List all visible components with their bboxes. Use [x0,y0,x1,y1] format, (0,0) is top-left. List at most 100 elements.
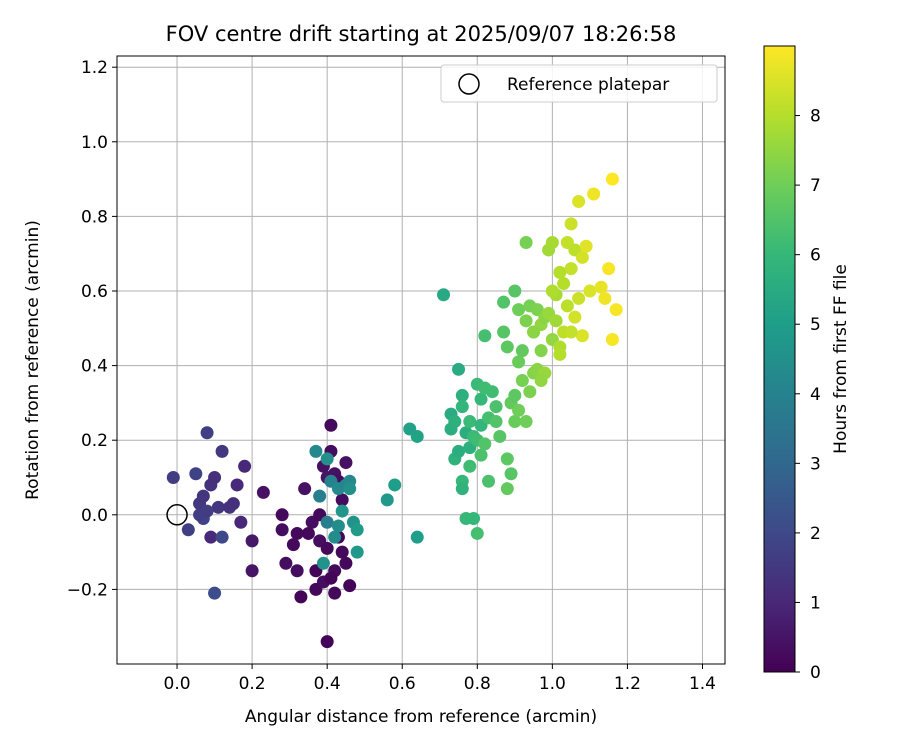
data-point [335,545,349,559]
data-point [527,325,541,339]
data-point [320,452,334,466]
colorbar-tick-label: 8 [810,107,821,127]
data-point [545,236,559,250]
data-point [534,344,548,358]
plot-frame [116,55,726,665]
colorbar-tick-label: 2 [810,524,821,544]
data-point [204,530,218,544]
data-point [189,467,203,481]
data-point [568,310,582,324]
data-point [497,295,511,309]
data-point [452,362,466,376]
data-point [238,459,252,473]
data-point [467,512,481,526]
data-point [553,265,567,279]
data-point [339,456,353,470]
legend-marker-icon [458,73,480,95]
y-tick-label: 1.0 [81,133,108,153]
data-point [587,187,601,201]
data-point [463,415,477,429]
data-point [316,556,330,570]
data-point [515,374,529,388]
y-axis-label: Rotation from reference (arcmin) [23,220,43,500]
data-point [512,403,526,417]
legend-box [440,64,718,103]
x-tick-label: 0.8 [464,674,491,694]
y-tick-label: 1.2 [81,58,108,78]
data-point [455,400,469,414]
data-point [545,284,559,298]
data-point [605,332,619,346]
data-point [166,470,180,484]
data-point [470,526,484,540]
data-point [275,508,289,522]
data-point [564,325,578,339]
data-point [275,523,289,537]
colorbar [763,45,796,673]
data-point [181,523,195,537]
data-point [324,571,338,585]
data-point [519,236,533,250]
data-point [339,556,353,570]
data-point [350,523,364,537]
x-tick-label: 0.4 [314,674,341,694]
data-point [328,586,342,600]
data-point [609,303,623,317]
data-point [489,415,503,429]
data-point [549,314,563,328]
data-point [512,355,526,369]
data-point [579,239,593,253]
data-point [245,534,259,548]
data-point [208,586,222,600]
x-tick-label: 0.0 [164,674,191,694]
data-point [455,482,469,496]
data-point [515,344,529,358]
y-tick-label: 0.6 [81,282,108,302]
y-tick-label: −0.2 [67,580,108,600]
data-point [200,426,214,440]
data-point [331,519,345,533]
data-point [196,489,210,503]
reference-platepar-marker [166,504,188,526]
data-point [234,515,248,529]
data-point [211,500,225,514]
x-tick-label: 0.2 [239,674,266,694]
data-point [512,303,526,317]
x-tick-label: 1.0 [539,674,566,694]
data-point [343,579,357,593]
y-tick-label: 0.2 [81,431,108,451]
data-point [482,474,496,488]
data-point [455,388,469,402]
data-point [200,504,214,518]
data-point [324,418,338,432]
data-point [256,485,270,499]
data-point [564,262,578,276]
data-point [301,526,315,540]
data-point [215,444,229,458]
data-point [463,459,477,473]
data-point [350,545,364,559]
data-point [290,526,304,540]
data-point [605,172,619,186]
data-point [380,493,394,507]
chart-title: FOV centre drift starting at 2025/09/07 … [166,22,677,46]
y-tick-label: 0.4 [81,357,108,377]
data-point [320,515,334,529]
data-point [279,556,293,570]
data-point [575,329,589,343]
data-point [602,262,616,276]
data-point [508,415,522,429]
data-point [598,291,612,305]
data-point [553,347,567,361]
data-point [489,400,503,414]
grid-lines [117,56,725,664]
data-point [523,385,537,399]
x-tick-label: 1.2 [614,674,641,694]
data-point [208,470,222,484]
data-point [245,564,259,578]
colorbar-ticks: 0 1 2 3 4 5 6 7 8 [795,107,821,683]
data-point [294,590,308,604]
data-point [564,217,578,231]
data-point [328,530,342,544]
